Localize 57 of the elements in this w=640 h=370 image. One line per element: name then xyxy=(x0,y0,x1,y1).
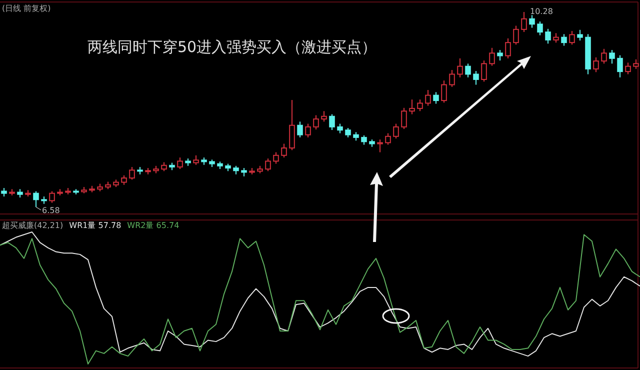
candlestick xyxy=(297,121,303,138)
candlestick xyxy=(265,158,271,172)
candlestick xyxy=(193,154,199,166)
candlestick xyxy=(33,190,39,208)
candlestick xyxy=(577,29,583,41)
candlestick xyxy=(425,90,431,106)
candlestick xyxy=(633,58,639,70)
candlestick xyxy=(417,98,423,112)
candlestick xyxy=(537,20,543,36)
candlestick xyxy=(337,123,343,134)
candlestick xyxy=(473,70,479,86)
chart-title: (日线 前复权) xyxy=(2,4,51,13)
candlestick xyxy=(121,174,127,186)
candlestick xyxy=(305,123,311,138)
candlestick xyxy=(129,166,135,180)
candlestick xyxy=(569,30,575,46)
candlestick xyxy=(617,54,623,78)
candlestick xyxy=(497,49,503,61)
candlestick xyxy=(625,62,631,75)
candlestick xyxy=(561,34,567,46)
text: WR1量 57.78 xyxy=(69,221,122,230)
candlestick xyxy=(401,107,407,130)
candlestick xyxy=(409,98,415,115)
candlestick xyxy=(433,92,439,104)
candlestick xyxy=(329,114,335,131)
candlestick xyxy=(289,100,295,151)
candlestick xyxy=(321,110,327,122)
candlestick xyxy=(553,32,559,44)
candlestick xyxy=(465,63,471,78)
candlestick xyxy=(449,69,455,88)
candlestick xyxy=(521,12,527,33)
text: WR2量 65.74 xyxy=(127,221,180,230)
candlestick xyxy=(393,123,399,139)
annotation: 6.58 xyxy=(42,206,60,215)
candlestick xyxy=(609,49,615,64)
candlestick xyxy=(481,60,487,82)
candlestick xyxy=(49,190,55,204)
candlestick xyxy=(377,139,383,153)
candlestick xyxy=(313,114,319,130)
candlestick xyxy=(489,47,495,66)
candlestick xyxy=(593,56,599,73)
annotation: 10.28 xyxy=(530,7,553,16)
candlestick xyxy=(385,132,391,146)
chart-title: 超买威廉(42,21) xyxy=(2,221,64,230)
candlestick xyxy=(361,134,367,146)
candlestick xyxy=(345,127,351,138)
candlestick xyxy=(177,156,183,170)
candlestick xyxy=(513,25,519,46)
candlestick xyxy=(273,152,279,164)
candlestick xyxy=(457,58,463,78)
candlestick xyxy=(505,38,511,59)
candlestick xyxy=(529,14,535,28)
candlestick xyxy=(441,80,447,104)
candlestick xyxy=(545,28,551,44)
annotation: 两线同时下穿50进入强势买入（激进买点） xyxy=(87,38,377,56)
candlestick xyxy=(281,143,287,158)
candlestick xyxy=(601,48,607,64)
